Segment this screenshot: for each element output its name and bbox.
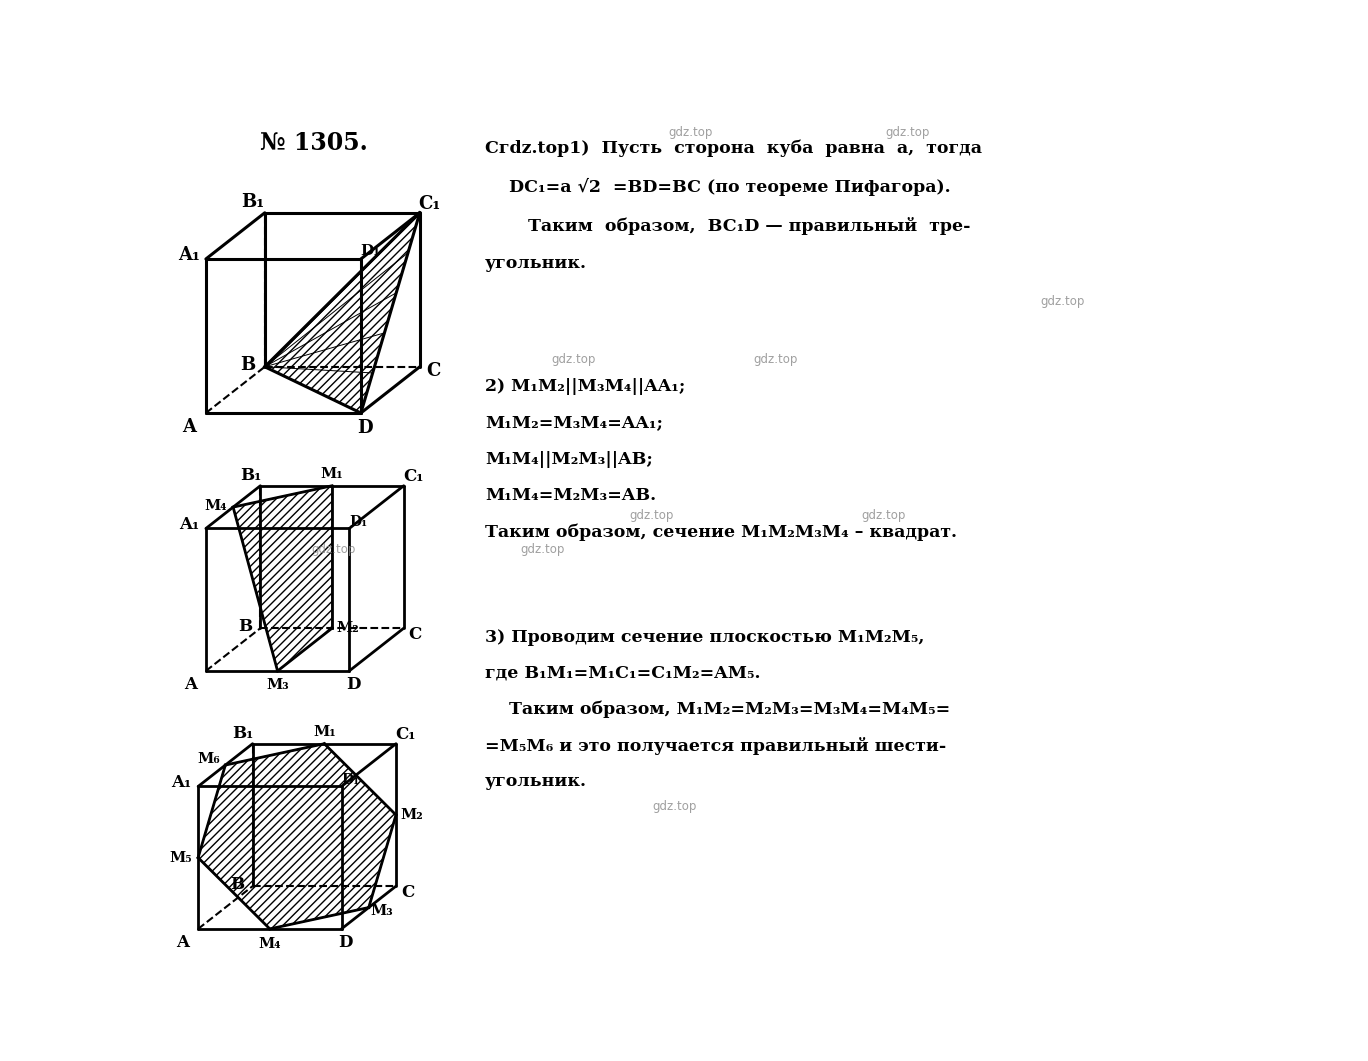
Text: gdz.top: gdz.top [521, 543, 565, 556]
Text: M₂: M₂ [399, 807, 423, 822]
Text: A₁: A₁ [171, 775, 192, 792]
Text: 3) Проводим сечение плоскостью M₁M₂M₅,: 3) Проводим сечение плоскостью M₁M₂M₅, [484, 628, 925, 645]
Text: C: C [401, 884, 415, 901]
Polygon shape [198, 744, 395, 928]
Text: M₄: M₄ [205, 499, 227, 512]
Text: D₁: D₁ [342, 773, 360, 787]
Text: M₄: M₄ [259, 937, 280, 951]
Text: M₃: M₃ [267, 678, 289, 692]
Text: 2) M₁M₂||M₃M₄||AA₁;: 2) M₁M₂||M₃M₄||AA₁; [484, 379, 685, 396]
Text: Таким образом, M₁M₂=M₂M₃=M₃M₄=M₄M₅=: Таким образом, M₁M₂=M₂M₃=M₃M₄=M₄M₅= [484, 701, 951, 718]
Text: gdz.top: gdz.top [653, 800, 696, 813]
Text: Cгdz.top1)  Пусть  сторона  куба  равна  a,  тогда: Cгdz.top1) Пусть сторона куба равна a, т… [484, 140, 982, 157]
Text: A₁: A₁ [179, 516, 198, 533]
Text: D: D [338, 935, 353, 952]
Text: C: C [427, 362, 440, 380]
Text: M₁M₄=M₂M₃=AB.: M₁M₄=M₂M₃=AB. [484, 487, 657, 504]
Text: M₁M₄||M₂M₃||AB;: M₁M₄||M₂M₃||AB; [484, 451, 653, 468]
Text: M₁M₂=M₃M₄=AA₁;: M₁M₂=M₃M₄=AA₁; [484, 415, 663, 432]
Text: B₁: B₁ [241, 467, 261, 484]
Polygon shape [265, 213, 420, 413]
Text: D₁: D₁ [349, 516, 368, 529]
Text: угольник.: угольник. [484, 255, 587, 272]
Text: M₂: M₂ [337, 621, 358, 636]
Text: gdz.top: gdz.top [551, 353, 596, 366]
Text: Таким  образом,  BC₁D — правильный  тре-: Таким образом, BC₁D — правильный тре- [528, 216, 970, 234]
Text: B₁: B₁ [231, 726, 253, 743]
Text: gdz.top: gdz.top [312, 543, 356, 556]
Text: M₃: M₃ [371, 904, 393, 919]
Text: где B₁M₁=M₁C₁=C₁M₂=AM₅.: где B₁M₁=M₁C₁=C₁M₂=AM₅. [484, 665, 761, 682]
Text: M₆: M₆ [197, 752, 220, 766]
Text: gdz.top: gdz.top [754, 353, 798, 366]
Text: B: B [230, 876, 244, 893]
Text: D: D [357, 419, 372, 437]
Text: C₁: C₁ [419, 194, 440, 212]
Text: C: C [409, 626, 421, 643]
Text: A₁: A₁ [178, 246, 200, 264]
Text: D: D [346, 676, 360, 693]
Text: DC₁=a √2  =BD=BC (по теореме Пифагора).: DC₁=a √2 =BD=BC (по теореме Пифагора). [484, 178, 951, 196]
Text: угольник.: угольник. [484, 773, 587, 790]
Text: A: A [176, 935, 189, 952]
Text: C₁: C₁ [395, 726, 416, 743]
Text: C₁: C₁ [402, 468, 423, 485]
Text: № 1305.: № 1305. [260, 132, 368, 156]
Text: B₁: B₁ [242, 193, 265, 211]
Text: B: B [241, 356, 256, 375]
Text: gdz.top: gdz.top [668, 126, 713, 139]
Text: D₁: D₁ [360, 244, 380, 258]
Text: gdz.top: gdz.top [862, 509, 906, 522]
Text: gdz.top: gdz.top [629, 509, 673, 522]
Text: =M₅M₆ и это получается правильный шести-: =M₅M₆ и это получается правильный шести- [484, 737, 947, 755]
Text: M₅: M₅ [170, 851, 193, 865]
Text: A: A [182, 418, 196, 436]
Text: A: A [183, 676, 197, 693]
Text: gdz.top: gdz.top [885, 126, 929, 139]
Text: B: B [238, 619, 252, 636]
Polygon shape [233, 486, 332, 671]
Text: gdz.top: gdz.top [1040, 295, 1085, 308]
Text: Таким образом, сечение M₁M₂M₃M₄ – квадрат.: Таким образом, сечение M₁M₂M₃M₄ – квадра… [484, 523, 956, 541]
Text: M₁: M₁ [313, 725, 335, 740]
Text: M₁: M₁ [320, 467, 343, 482]
